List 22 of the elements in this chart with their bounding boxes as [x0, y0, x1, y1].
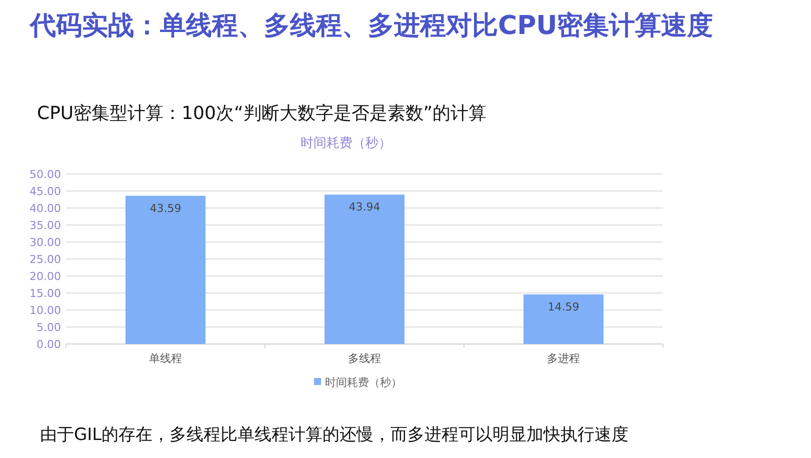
ytick: 30.00 [30, 236, 61, 249]
ytick: 35.00 [30, 219, 61, 232]
ytick: 0.00 [36, 338, 61, 351]
chart-title: 时间耗费（秒） [300, 136, 392, 151]
ytick: 10.00 [30, 304, 61, 317]
subtitle: CPU密集型计算：100次“判断大数字是否是素数”的计算 [37, 103, 487, 124]
xtick: 多进程 [547, 352, 580, 365]
data-label: 43.94 [348, 200, 380, 214]
legend: 时间耗费（秒） [325, 376, 402, 389]
ytick: 15.00 [30, 287, 61, 300]
note: 由于GIL的存在，多线程比单线程计算的还慢，而多进程可以明显加快执行速度 [40, 425, 629, 445]
ytick: 40.00 [30, 202, 61, 215]
ytick: 45.00 [30, 185, 61, 198]
ytick: 5.00 [36, 321, 61, 334]
xtick: 多线程 [348, 352, 381, 365]
data-label: 14.59 [548, 300, 580, 314]
data-label: 43.59 [150, 202, 182, 215]
title: 代码实战：单线程、多线程、多进程对比CPU密集计算速度 [30, 11, 714, 41]
ytick: 25.00 [30, 253, 61, 266]
ytick: 50.00 [30, 168, 61, 181]
ytick: 20.00 [30, 270, 61, 283]
xtick: 单线程 [149, 352, 182, 365]
